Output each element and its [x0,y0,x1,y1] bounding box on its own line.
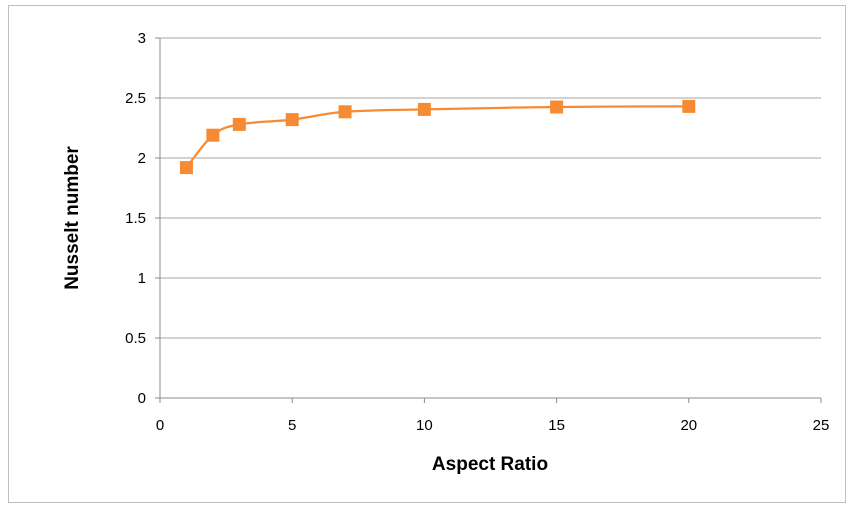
data-point-marker [232,117,246,131]
data-point-marker [179,161,193,175]
x-tick-label: 10 [416,417,433,434]
chart-frame [8,5,846,503]
x-tick-label: 20 [680,417,697,434]
x-tick-label: 5 [288,417,296,434]
y-tick-label: 3 [138,30,146,47]
gridlines [160,37,821,339]
y-tick-label: 2.5 [125,90,146,107]
y-tick-label: 0.5 [125,330,146,347]
data-point-marker [285,113,299,127]
y-tick-label: 0 [138,390,146,407]
y-tick-label: 2 [138,150,146,167]
x-axis-title: Aspect Ratio [432,454,548,475]
data-series [179,99,696,175]
x-tick-label: 0 [156,417,164,434]
y-tick-labels: 0 0.5 1 1.5 2 2.5 3 [125,30,146,407]
x-tick-label: 25 [813,417,830,434]
y-tick-label: 1.5 [125,210,146,227]
data-point-marker [417,102,431,116]
x-tick-label: 15 [548,417,565,434]
data-point-marker [338,105,352,119]
y-tick-label: 1 [138,270,146,287]
data-point-marker [682,99,696,113]
axes [155,37,822,403]
data-point-marker [206,128,220,142]
x-tick-labels: 0 5 10 15 20 25 [156,417,830,434]
y-axis-title: Nusselt number [62,146,83,290]
data-point-marker [550,100,564,114]
